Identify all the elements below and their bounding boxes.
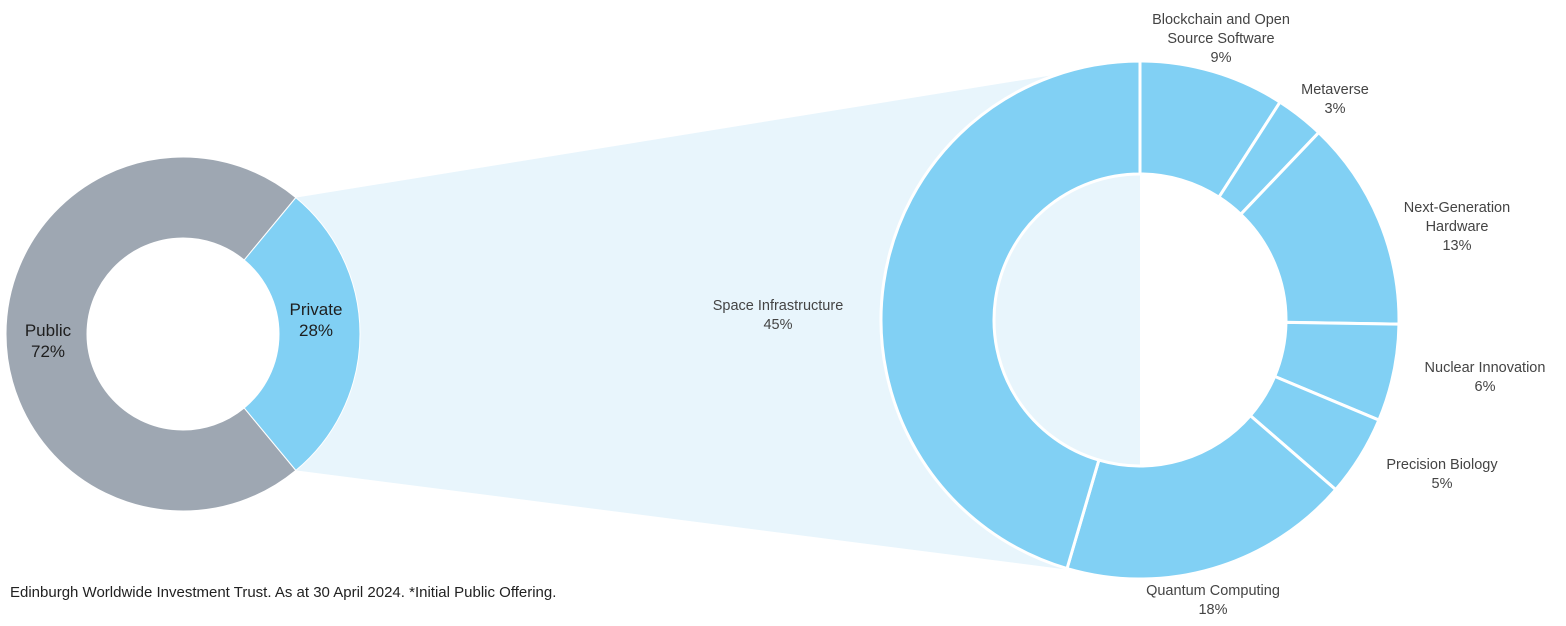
footnote: Edinburgh Worldwide Investment Trust. As…: [10, 584, 557, 601]
label-metaverse: Metaverse 3%: [1301, 82, 1369, 117]
label-next-generation-hardware: Next-Generation Hardware 13%: [1404, 200, 1510, 254]
label-blockchain-and-open-source-software: Blockchain and Open Source Software 9%: [1152, 12, 1290, 66]
slice-space-infrastructure: [879, 59, 1142, 571]
left-donut: Public 72% Private 28%: [5, 156, 361, 512]
label-public: Public 72%: [25, 321, 72, 361]
label-precision-biology: Precision Biology 5%: [1386, 457, 1498, 492]
label-space-infrastructure: Space Infrastructure 45%: [713, 298, 844, 333]
slice-public: [5, 156, 297, 512]
label-nuclear-innovation: Nuclear Innovation 6%: [1425, 360, 1546, 395]
slice-private: [243, 196, 361, 472]
right-donut: Blockchain and Open Source Software 9% Meta…: [713, 12, 1546, 618]
slice-quantum-computing: [1065, 413, 1338, 581]
label-private: Private 28%: [290, 300, 343, 340]
label-quantum-computing: Quantum Computing 18%: [1146, 583, 1280, 618]
